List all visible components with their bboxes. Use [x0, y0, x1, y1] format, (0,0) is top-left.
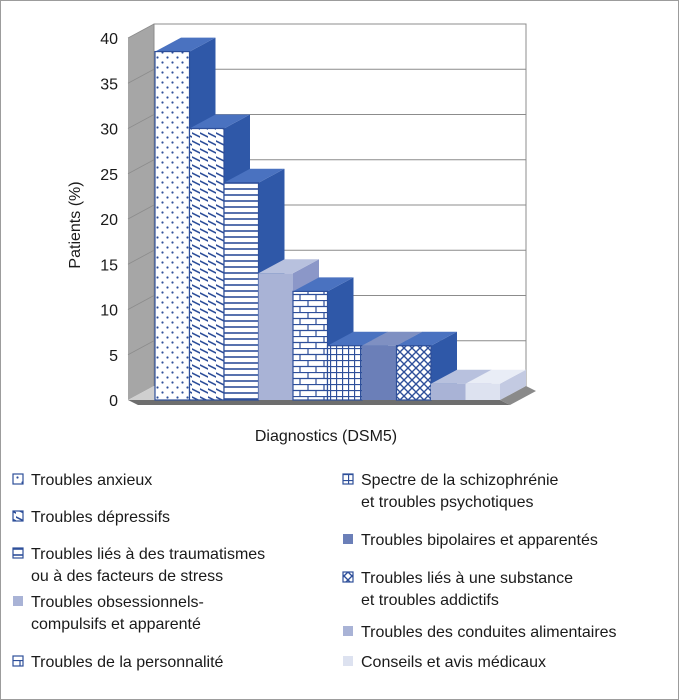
floor-edge-right: [500, 386, 536, 405]
legend-item: Troubles bipolaires et apparentés: [343, 532, 598, 549]
bar-front: [362, 345, 397, 400]
legend-item: Troubles anxieux: [12, 472, 152, 489]
bar-front: [188, 127, 225, 401]
bar-top: [465, 369, 526, 384]
bar-top: [258, 259, 319, 274]
bar-front: [395, 345, 432, 401]
y-tick-labels: 0 5 10 15 20 25 30 35 40: [100, 31, 118, 410]
legend-item: Troubles des conduites alimentaires: [343, 624, 617, 641]
legend-swatch: [342, 473, 354, 485]
bar-front: [258, 273, 293, 400]
y-tick-label: 10: [100, 303, 118, 320]
bar-front: [223, 182, 260, 401]
legend-swatch: [12, 547, 24, 559]
gridline-side: [127, 23, 155, 39]
bar-top: [327, 331, 388, 346]
legend-swatch: [13, 596, 23, 606]
y-tick-label: 5: [109, 348, 118, 365]
legend-swatch: [12, 510, 24, 522]
legend-item: Troubles obsessionnels-compulsifs et app…: [13, 594, 204, 633]
legend-swatch: [343, 626, 353, 636]
y-tick-label: 25: [100, 167, 118, 184]
legend-label: ou à des facteurs de stress: [31, 568, 223, 585]
legend-label: compulsifs et apparenté: [31, 616, 201, 633]
legend-label: Troubles bipolaires et apparentés: [361, 532, 598, 549]
legend-item: Troubles liés à des traumatismes ou à des…: [12, 546, 265, 585]
bar-front: [292, 290, 329, 401]
y-tick-label: 15: [100, 257, 118, 274]
bar-side: [500, 369, 526, 400]
bars-group: [154, 37, 526, 401]
legend-item: Conseils et avis médicaux: [343, 654, 546, 671]
bar-top: [396, 331, 457, 346]
bar-front: [431, 383, 466, 400]
legend-label: Troubles liés à des traumatismes: [31, 546, 265, 563]
legend-swatch: [12, 655, 24, 667]
legend-label: et troubles addictifs: [361, 592, 499, 609]
legend-swatch: [12, 473, 24, 485]
y-tick-label: 0: [109, 393, 118, 410]
y-tick-label: 40: [100, 31, 118, 48]
gridline-side: [127, 249, 155, 265]
legend-label: Troubles liés à une substance: [361, 570, 573, 587]
bar-top: [362, 331, 423, 346]
legend-label: Conseils et avis médicaux: [361, 654, 546, 671]
y-tick-label: 20: [100, 212, 118, 229]
legend-label: Troubles de la personnalité: [31, 654, 224, 671]
bar: [465, 369, 526, 400]
legend-label: Spectre de la schizophrénie: [361, 472, 559, 489]
gridline-side: [127, 295, 155, 310]
y-axis-title: Patients (%): [67, 181, 84, 268]
y-tick-label: 30: [100, 122, 118, 139]
x-axis-title: Diagnostics (DSM5): [255, 428, 397, 445]
legend-label: Troubles obsessionnels-: [31, 594, 204, 611]
legend-label: et troubles psychotiques: [361, 494, 534, 511]
bar-top: [155, 37, 216, 52]
legend-swatch: [342, 571, 354, 583]
bar-front: [465, 383, 500, 400]
legend-swatch: [343, 656, 353, 666]
floor-edge: [128, 400, 510, 405]
gridline-side: [127, 204, 155, 220]
legend-label: Troubles des conduites alimentaires: [361, 624, 617, 641]
legend-item: Troubles liés à une substance et troubles…: [342, 570, 573, 609]
bar-top: [189, 114, 250, 129]
bar-top: [293, 277, 354, 292]
gridline-side: [127, 159, 155, 175]
legend-item: Troubles dépressifs: [12, 509, 170, 526]
gridline-side: [127, 340, 155, 356]
legend-item: Spectre de la schizophrénie et troubles p…: [342, 472, 559, 511]
bar-front: [154, 50, 191, 401]
bar-top: [224, 168, 285, 183]
gridline-side: [127, 114, 155, 129]
bar-front: [326, 345, 363, 401]
gridline-side: [127, 68, 155, 84]
legend-item: Troubles de la personnalité: [12, 654, 224, 671]
bar-top: [431, 369, 492, 384]
legend: Troubles anxieux Troubles dépressifs Troub…: [12, 472, 617, 671]
legend-label: Troubles anxieux: [31, 472, 152, 489]
legend-label: Troubles dépressifs: [31, 509, 170, 526]
legend-swatch: [343, 534, 353, 544]
y-tick-label: 35: [100, 76, 118, 93]
